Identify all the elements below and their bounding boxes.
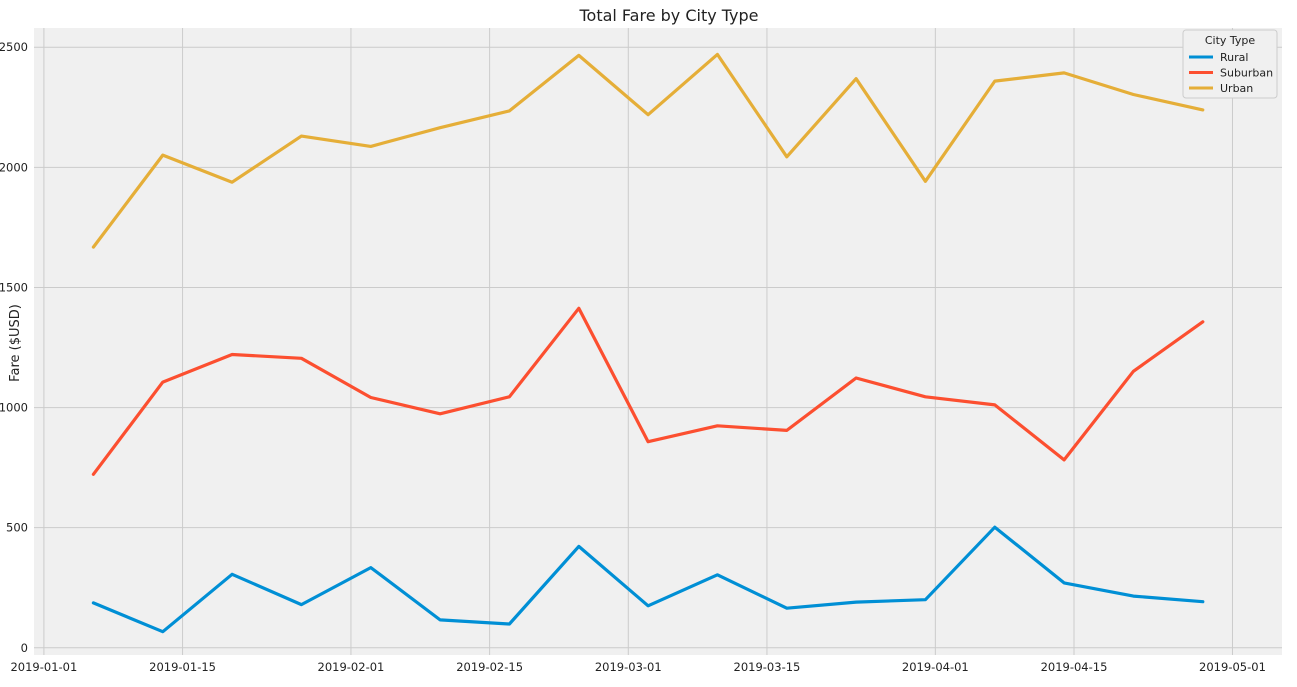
y-tick-label: 2000	[0, 160, 28, 174]
y-tick-label: 2500	[0, 40, 28, 54]
series-line-suburban	[91, 306, 1205, 476]
y-tick-label: 1000	[0, 401, 28, 415]
x-tick-label: 2019-05-01	[1199, 660, 1266, 674]
x-axis-ticks: 2019-01-01 2019-01-15 2019-02-01 2019-02-15…	[10, 660, 1265, 674]
x-tick-label: 2019-04-01	[902, 660, 969, 674]
legend-label-suburban: Suburban	[1220, 67, 1273, 80]
series-line-urban	[91, 52, 1205, 249]
legend-entries: Rural Suburban Urban	[1189, 51, 1273, 95]
y-axis-label: Fare ($USD)	[8, 304, 23, 382]
plot-area	[34, 28, 1282, 655]
x-tick-label: 2019-01-15	[149, 660, 216, 674]
grid-lines	[34, 28, 1282, 655]
y-tick-label: 1500	[0, 280, 28, 294]
y-tick-label: 0	[21, 641, 28, 655]
x-tick-label: 2019-02-15	[456, 660, 523, 674]
legend-box	[1182, 29, 1278, 99]
series-line-rural	[91, 525, 1205, 634]
y-axis-ticks: 0 500 1000 1500 2000 2500	[0, 40, 28, 655]
x-tick-label: 2019-04-15	[1041, 660, 1108, 674]
legend-label-rural: Rural	[1220, 51, 1248, 64]
legend-title: City Type	[1205, 34, 1256, 47]
x-tick-label: 2019-02-01	[318, 660, 385, 674]
x-tick-label: 2019-01-01	[10, 660, 77, 674]
y-tick-label: 500	[6, 521, 28, 535]
x-tick-label: 2019-03-15	[734, 660, 801, 674]
legend-label-urban: Urban	[1220, 82, 1253, 95]
legend: City Type Rural Suburban Urban	[1182, 29, 1278, 99]
chart-title: Total Fare by City Type	[578, 6, 758, 25]
x-tick-label: 2019-03-01	[595, 660, 662, 674]
series-lines	[91, 52, 1205, 634]
